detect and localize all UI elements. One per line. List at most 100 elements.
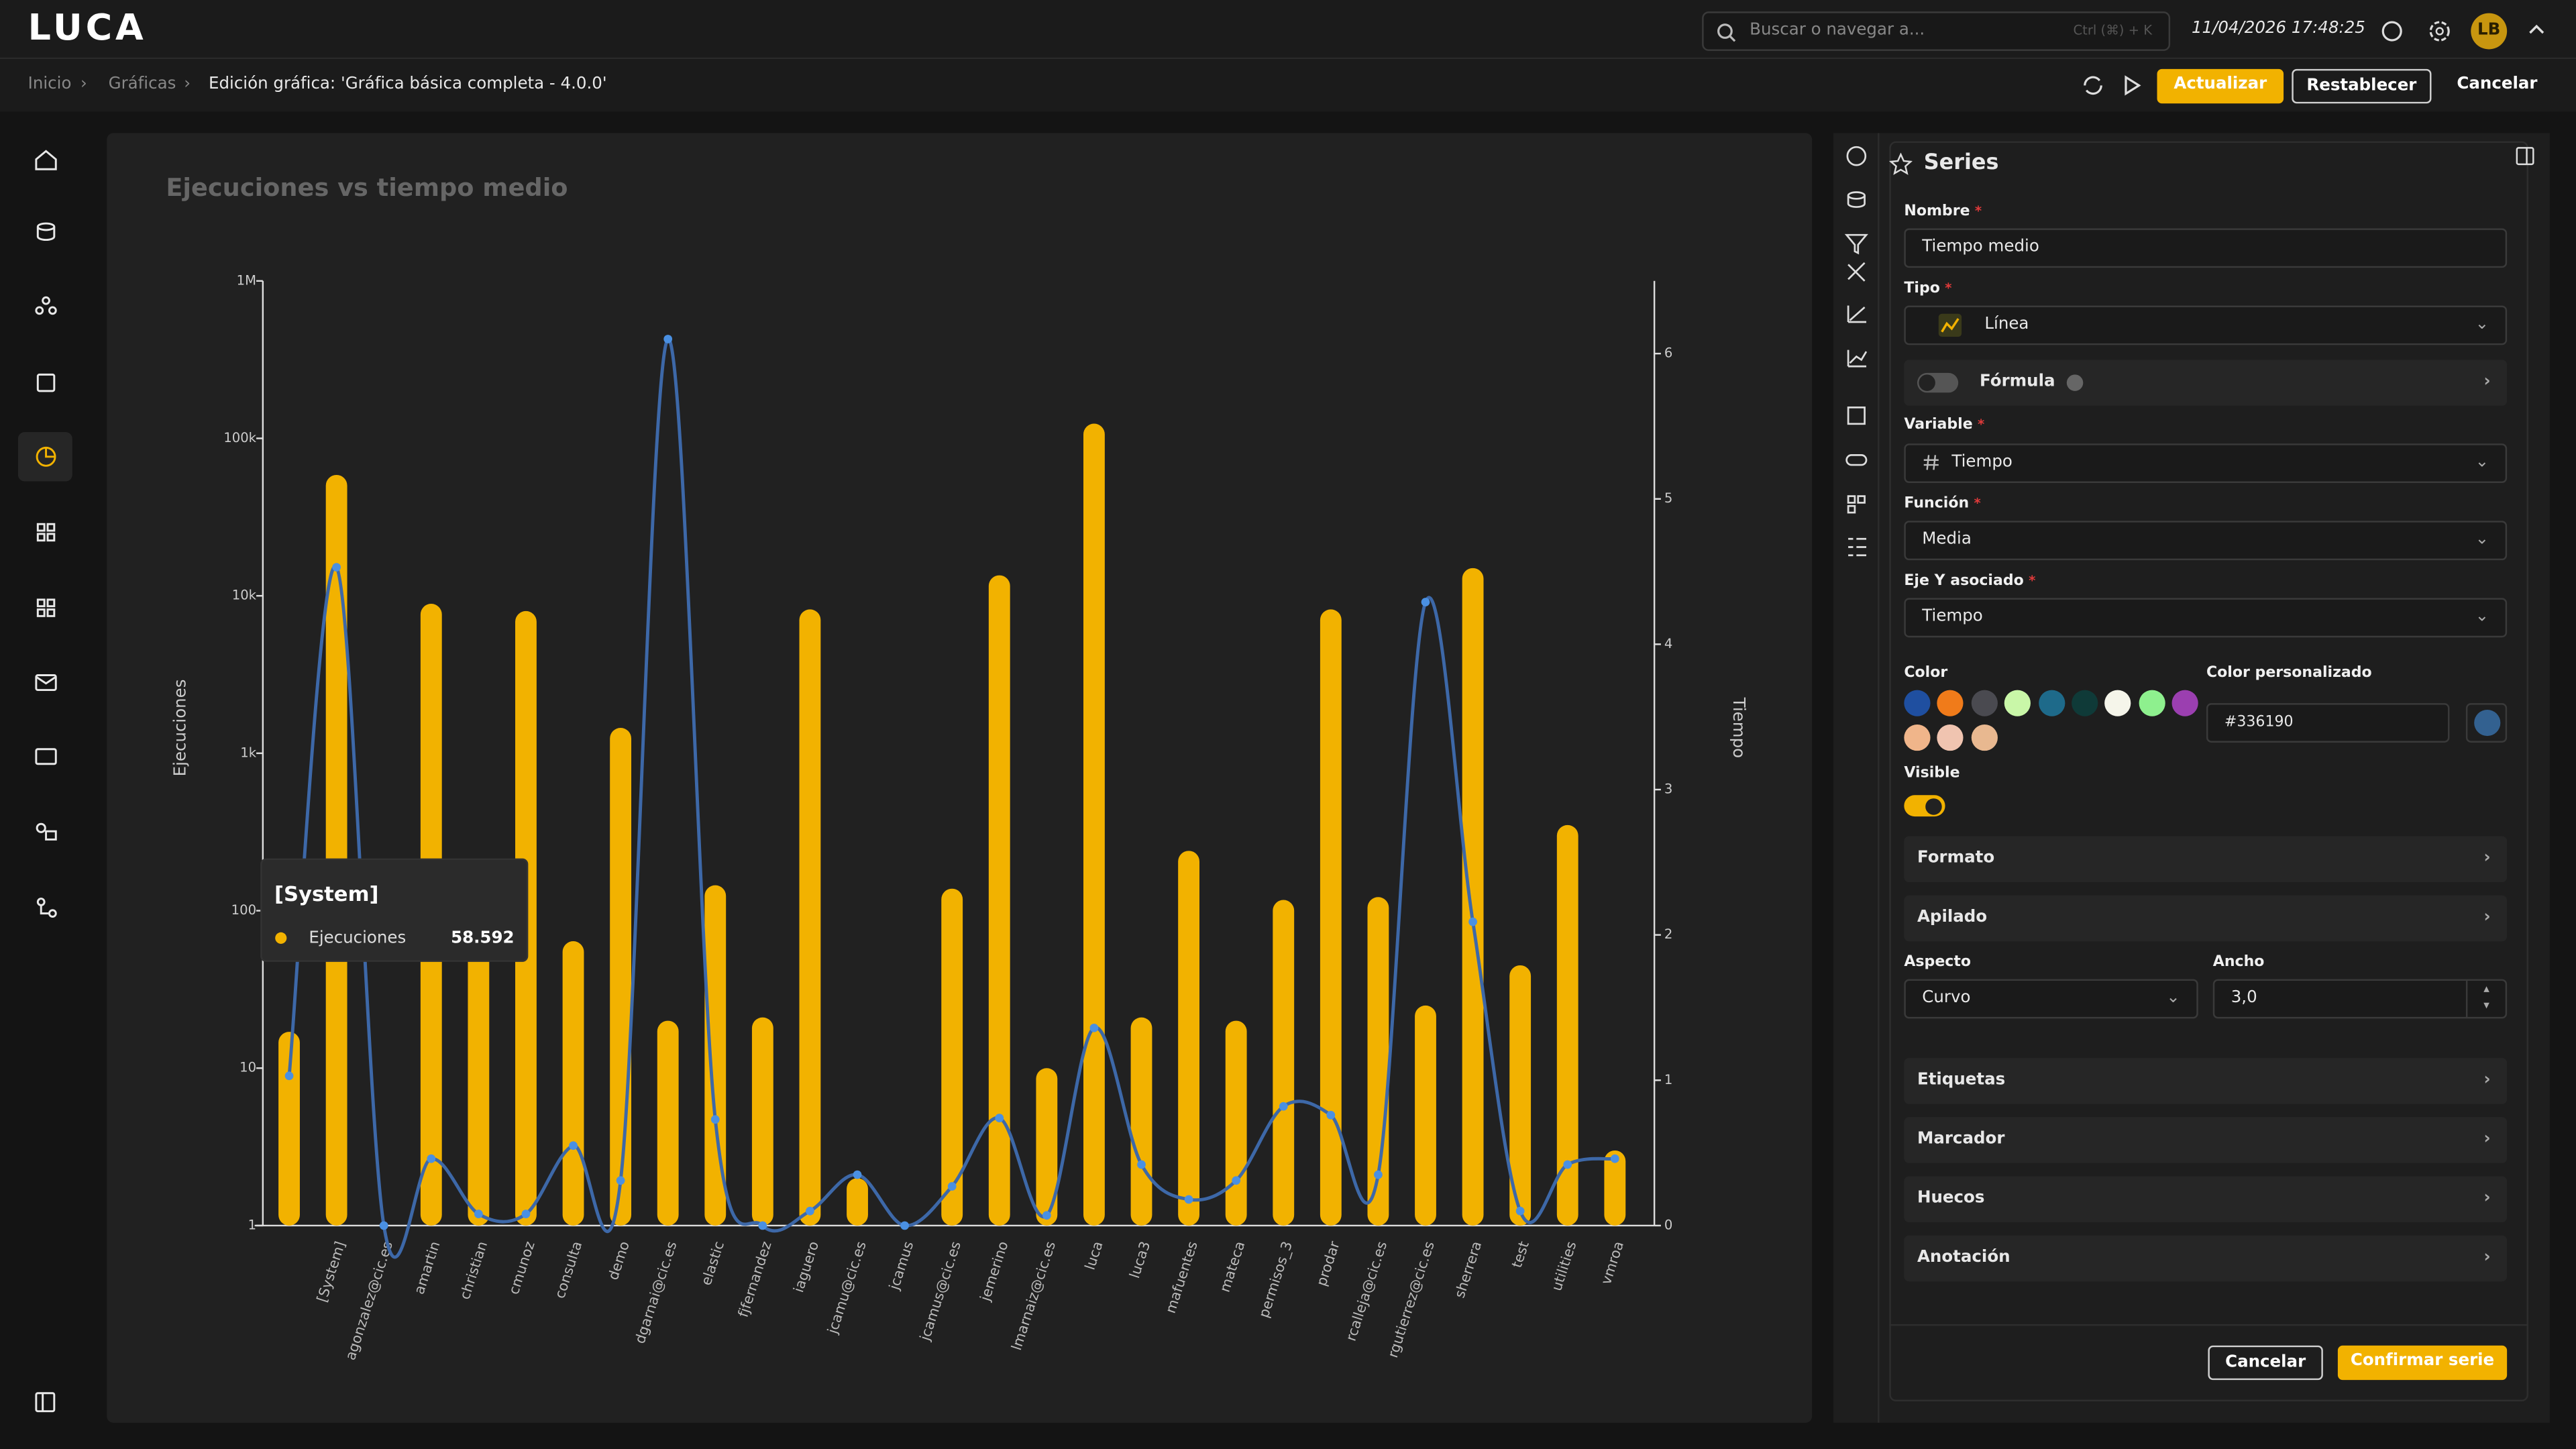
- decoration: [35, 306, 44, 315]
- decoration: [48, 306, 57, 315]
- line-marker: [1137, 1160, 1146, 1169]
- color-swatch[interactable]: [1904, 724, 1931, 751]
- color-swatch[interactable]: [1937, 690, 1964, 716]
- y-axis-title: Ejecuciones: [170, 679, 189, 776]
- panel-toggle[interactable]: [2515, 146, 2534, 166]
- decoration: ›: [2483, 372, 2491, 391]
- custom-color-input[interactable]: #336190: [2206, 703, 2450, 743]
- decoration: [2435, 27, 2444, 36]
- reset-button[interactable]: Restablecer: [2292, 68, 2432, 104]
- color-swatch[interactable]: [2105, 690, 2132, 716]
- color-swatch[interactable]: [1971, 724, 1998, 751]
- bar: [1130, 1017, 1152, 1226]
- decoration: [36, 608, 46, 617]
- chevron: ›: [2483, 1071, 2491, 1089]
- update-button[interactable]: Actualizar: [2157, 68, 2284, 104]
- section-label: Formato: [1917, 849, 1995, 868]
- section-row[interactable]: Huecos ›: [1904, 1176, 2508, 1223]
- field-label: Ancho: [2212, 954, 2265, 971]
- section-row[interactable]: Marcador ›: [1904, 1117, 2508, 1163]
- type-select[interactable]: Línea ⌄: [1904, 305, 2508, 345]
- color-swatch[interactable]: [2139, 690, 2165, 716]
- line: [287, 337, 1615, 1259]
- cancel-button[interactable]: Cancelar: [2457, 75, 2538, 94]
- line-marker: [616, 1176, 625, 1185]
- bar: [1604, 1150, 1626, 1226]
- bar: [704, 885, 727, 1226]
- confirm-series-button[interactable]: Confirmar serie: [2337, 1345, 2508, 1381]
- toolbar-icons[interactable]: [2080, 72, 2145, 99]
- section-row[interactable]: Etiquetas ›: [1904, 1058, 2508, 1104]
- decoration: [2529, 24, 2544, 34]
- name-input[interactable]: Tiempo medio: [1904, 228, 2508, 268]
- info-icon: [2066, 374, 2084, 391]
- function-select[interactable]: Media ⌄: [1904, 521, 2508, 561]
- x-tick-label: rgutierrez@cic.es: [1385, 1239, 1438, 1360]
- field-label: Eje Y asociado *: [1904, 574, 2035, 590]
- y-axis-select[interactable]: Tiempo ⌄: [1904, 598, 2508, 638]
- line-marker: [474, 1210, 483, 1218]
- color-picker[interactable]: [2465, 703, 2508, 743]
- field-label: Nombre *: [1904, 204, 1982, 220]
- y2-axis-title: Tiempo: [1729, 697, 1749, 758]
- panel-tab-icons[interactable]: [1833, 133, 1880, 576]
- chevron: ›: [2483, 908, 2491, 927]
- color-swatch[interactable]: [2038, 690, 2065, 716]
- color-swatch[interactable]: [1937, 724, 1964, 751]
- sidebar-icons[interactable]: [0, 112, 91, 1449]
- x-tick-label: christian: [457, 1239, 491, 1301]
- bar: [1178, 851, 1200, 1226]
- y-tick-label: 1M: [237, 272, 256, 288]
- formula-toggle[interactable]: [1917, 372, 1959, 393]
- search-box[interactable]: Buscar o navegar a... Ctrl (⌘) + K: [1702, 11, 2171, 51]
- x-tick-label: sherrera: [1452, 1239, 1485, 1299]
- aspect-select[interactable]: Curvo ⌄: [1904, 979, 2198, 1019]
- section-row[interactable]: Apilado ›: [1904, 895, 2508, 942]
- breadcrumb-item[interactable]: Inicio: [28, 75, 72, 94]
- width-input[interactable]: 3,0 ▴ ▾: [2212, 979, 2508, 1019]
- decoration: [1923, 455, 1939, 470]
- x-tick-label: iaguero: [790, 1239, 822, 1294]
- decoration: [36, 822, 46, 833]
- breadcrumb-bar: [0, 59, 2576, 112]
- numeric-icon: [1923, 455, 1939, 470]
- sidebar: [0, 111, 91, 1449]
- visible-toggle[interactable]: [1904, 795, 1945, 817]
- breadcrumb-item[interactable]: Gráficas: [108, 75, 176, 94]
- cancel-series-button[interactable]: Cancelar: [2208, 1345, 2323, 1381]
- breadcrumb-sep: ›: [184, 75, 191, 94]
- section-row[interactable]: Anotación ›: [1904, 1235, 2508, 1282]
- color-swatch[interactable]: [1971, 690, 1998, 716]
- decoration: ⌄: [2475, 453, 2489, 472]
- decoration: *: [1945, 280, 1952, 296]
- bar: [325, 474, 347, 1226]
- formula-row[interactable]: Fórmula ›: [1904, 360, 2508, 406]
- color-swatch[interactable]: [2172, 690, 2199, 716]
- color-swatch[interactable]: [1904, 690, 1931, 716]
- collapse-icon[interactable]: [2527, 21, 2546, 38]
- datetime: 11/04/2026 17:48:25: [2191, 19, 2365, 38]
- line-marker: [710, 1115, 720, 1124]
- panel-title: Series: [1923, 151, 1999, 176]
- section-row[interactable]: Formato ›: [1904, 836, 2508, 883]
- decoration: [35, 674, 57, 692]
- color-swatch[interactable]: [2072, 690, 2098, 716]
- decoration: [1847, 495, 1856, 504]
- decoration: [1889, 152, 1913, 175]
- line-marker: [1042, 1211, 1051, 1220]
- line-marker: [663, 335, 673, 343]
- favorite-icon[interactable]: [1889, 152, 1913, 176]
- color-swatch[interactable]: [2004, 690, 2031, 716]
- line-marker: [995, 1114, 1004, 1122]
- bar: [988, 575, 1010, 1226]
- variable-select[interactable]: Tiempo ⌄: [1904, 443, 2508, 484]
- bar: [1273, 900, 1295, 1226]
- line-marker: [900, 1221, 909, 1230]
- swatches: [1904, 690, 2200, 759]
- line-marker: [569, 1141, 578, 1150]
- decoration: [36, 533, 46, 542]
- decoration: [1847, 195, 1866, 208]
- logo[interactable]: LUCA: [28, 8, 147, 50]
- tooltip-series: Ejecuciones: [309, 927, 406, 947]
- avatar[interactable]: LB: [2471, 13, 2508, 50]
